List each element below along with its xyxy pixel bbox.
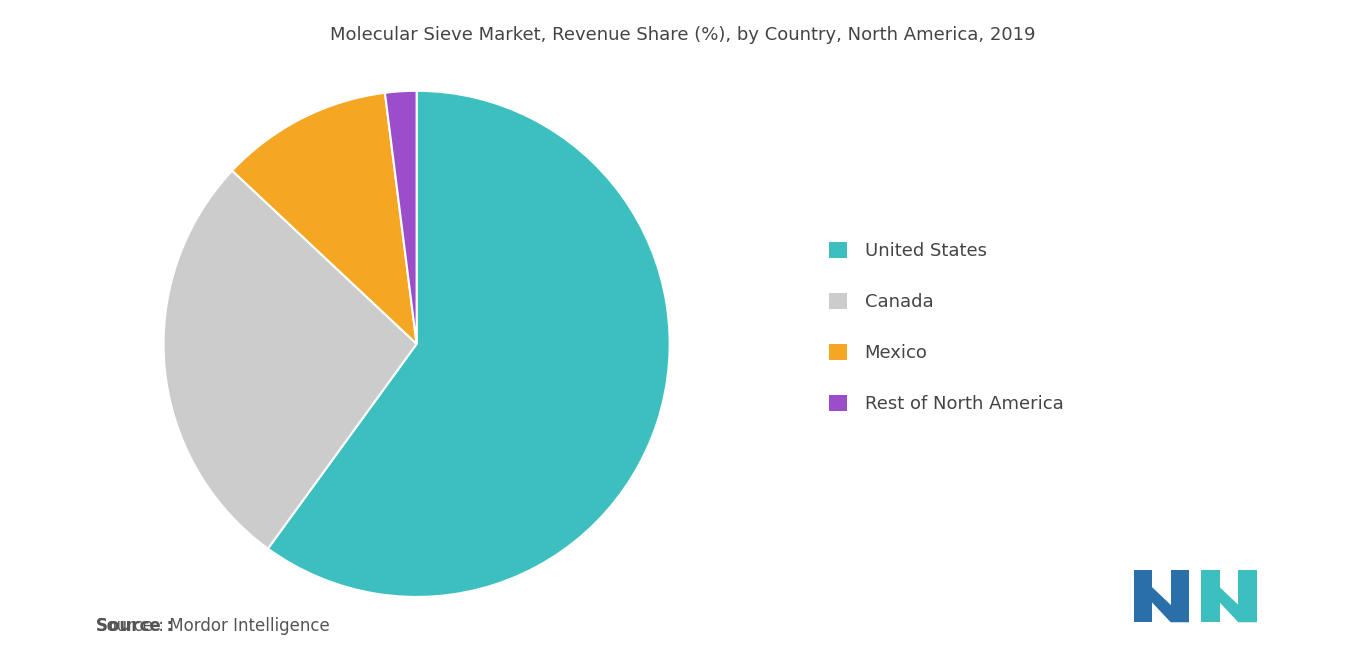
Text: Source :: Source :	[96, 618, 172, 635]
Polygon shape	[1134, 570, 1153, 622]
Wedge shape	[232, 93, 417, 344]
Text: Molecular Sieve Market, Revenue Share (%), by Country, North America, 2019: Molecular Sieve Market, Revenue Share (%…	[331, 26, 1035, 44]
Polygon shape	[1134, 570, 1188, 622]
Wedge shape	[164, 171, 417, 549]
Text: Source : Mordor Intelligence: Source : Mordor Intelligence	[96, 618, 329, 635]
Polygon shape	[1202, 570, 1257, 622]
Polygon shape	[1202, 570, 1220, 622]
Polygon shape	[1171, 570, 1188, 622]
Legend: United States, Canada, Mexico, Rest of North America: United States, Canada, Mexico, Rest of N…	[829, 242, 1064, 413]
Wedge shape	[385, 91, 417, 344]
Wedge shape	[268, 91, 669, 597]
Polygon shape	[1238, 570, 1257, 622]
